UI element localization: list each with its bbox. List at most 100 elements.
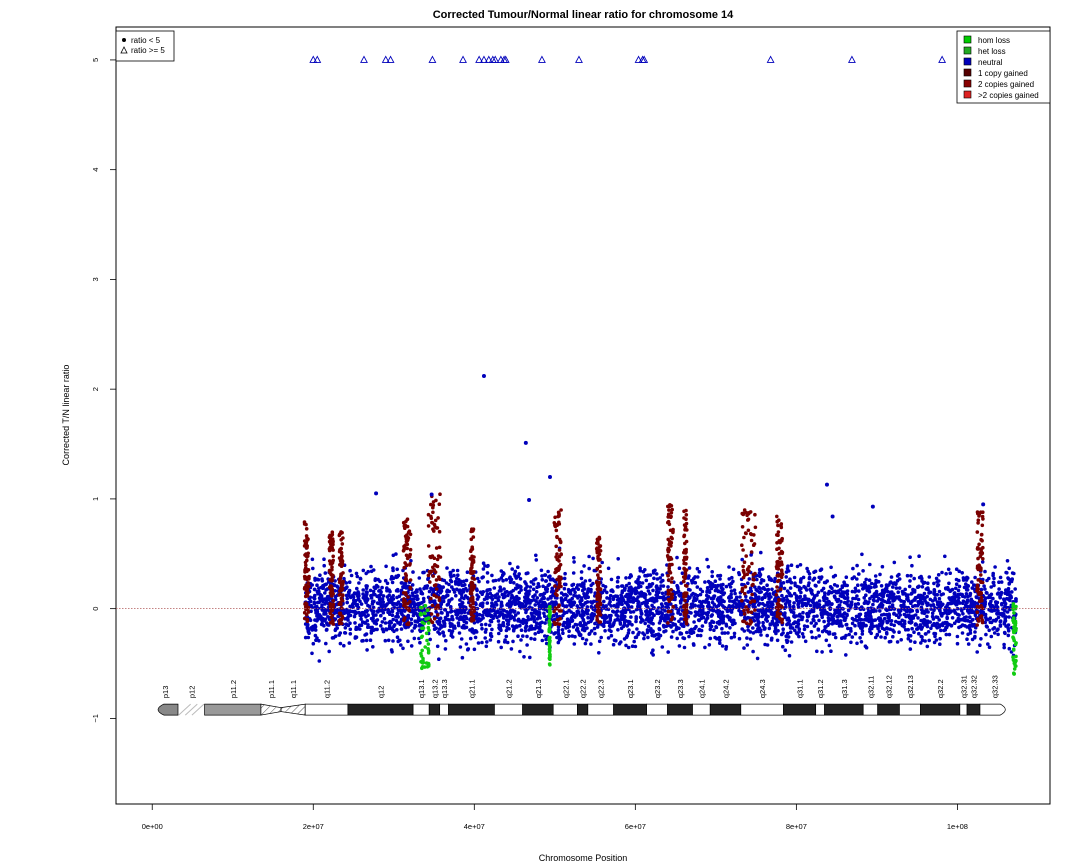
neutral-point: [705, 613, 710, 617]
gain-point: [557, 537, 562, 542]
neutral-point: [751, 626, 755, 630]
neutral-point: [800, 632, 805, 636]
neutral-point: [582, 628, 587, 633]
neutral-point: [490, 627, 494, 632]
gain-point: [775, 610, 780, 615]
gain-point: [428, 554, 433, 559]
gain-point: [750, 561, 754, 566]
neutral-point: [1001, 607, 1005, 611]
neutral-point: [864, 593, 868, 597]
neutral-point: [793, 583, 798, 588]
gain-point: [428, 571, 433, 575]
neutral-point: [822, 580, 827, 585]
neutral-point: [565, 617, 570, 621]
neutral-point: [885, 632, 889, 636]
neutral-point: [751, 604, 755, 608]
neutral-point: [888, 590, 893, 595]
neutral-point: [729, 635, 734, 640]
neutral-point: [651, 588, 655, 593]
gain-point: [403, 526, 407, 530]
neutral-point: [481, 616, 485, 620]
gain-point: [746, 528, 751, 533]
gain-point: [431, 500, 436, 504]
neutral-point: [542, 614, 547, 618]
neutral-point: [753, 612, 758, 616]
neutral-point: [559, 596, 564, 600]
neutral-point: [538, 599, 542, 603]
neutral-point: [552, 632, 556, 636]
neutral-point: [351, 593, 355, 598]
neutral-point: [924, 632, 928, 636]
neutral-point: [816, 628, 821, 632]
neutral-point: [616, 575, 621, 580]
neutral-point: [916, 600, 920, 604]
neutral-point: [982, 584, 986, 588]
neutral-point: [835, 599, 840, 604]
neutral-point: [576, 587, 581, 591]
neutral-point: [476, 641, 481, 645]
neutral-point: [717, 635, 722, 640]
neutral-point: [648, 573, 653, 577]
gain-point: [669, 511, 674, 515]
neutral-point: [345, 600, 350, 605]
neutral-point: [488, 595, 493, 600]
neutral-point: [529, 636, 533, 641]
gain-point: [667, 564, 672, 569]
neutral-point: [513, 626, 517, 630]
neutral-point: [962, 585, 967, 590]
neutral-point: [354, 611, 358, 616]
neutral-point: [991, 627, 995, 631]
neutral-point: [619, 626, 624, 631]
gain-point: [751, 572, 756, 577]
neutral-point: [808, 587, 813, 591]
neutral-point: [860, 583, 864, 587]
neutral-point: [359, 617, 363, 621]
gain-point: [775, 514, 779, 519]
neutral-point: [928, 590, 933, 595]
neutral-point: [970, 586, 975, 590]
neutral-point: [706, 565, 711, 569]
gain-point: [331, 573, 335, 578]
neutral-point: [346, 590, 351, 594]
neutral-point: [616, 585, 620, 589]
neutral-point: [800, 601, 805, 606]
neutral-point: [456, 623, 461, 628]
neutral-point: [988, 620, 993, 624]
neutral-point: [789, 609, 794, 614]
neutral-point: [947, 632, 952, 637]
neutral-point: [801, 610, 805, 615]
neutral-point: [616, 557, 620, 561]
neutral-point: [795, 564, 800, 569]
neutral-point: [319, 594, 323, 598]
neutral-point: [760, 567, 765, 571]
neutral-point: [569, 616, 574, 620]
gain-point: [555, 588, 559, 593]
neutral-point: [486, 563, 490, 568]
neutral-point: [446, 593, 450, 598]
neutral-point: [648, 609, 652, 614]
neutral-point: [732, 588, 737, 592]
neutral-point: [579, 602, 584, 607]
gain-point: [597, 612, 601, 616]
neutral-point: [922, 580, 927, 585]
neutral-point: [379, 624, 383, 628]
neutral-point: [799, 577, 803, 581]
neutral-point: [755, 656, 760, 661]
neutral-point: [391, 639, 395, 643]
neutral-point: [477, 612, 482, 617]
gain-point: [331, 558, 336, 563]
neutral-point: [474, 587, 479, 591]
neutral-point: [895, 640, 900, 644]
neutral-point: [860, 552, 864, 557]
neutral-point: [615, 594, 620, 599]
neutral-point: [415, 594, 419, 598]
neutral-point: [920, 638, 925, 642]
neutral-point: [858, 612, 863, 617]
neutral-point: [827, 631, 832, 636]
neutral-point: [438, 590, 443, 595]
gain-point: [329, 615, 334, 620]
neutral-point: [1002, 645, 1006, 650]
gain-point: [429, 502, 433, 507]
neutral-point: [523, 629, 528, 633]
neutral-point: [937, 596, 942, 601]
